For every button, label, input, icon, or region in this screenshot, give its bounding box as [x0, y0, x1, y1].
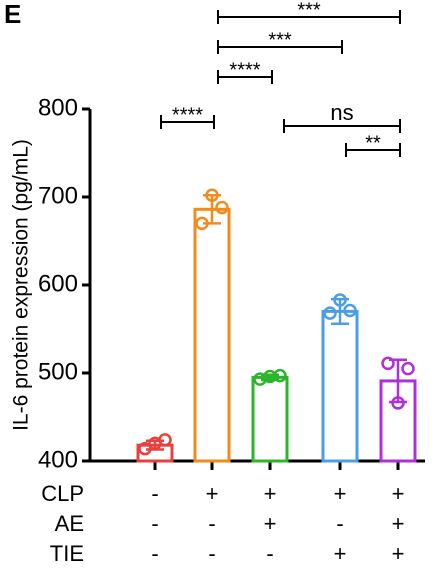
significance-label: **: [365, 132, 381, 154]
y-axis-label: IL-6 protein expression (pg/mL): [10, 139, 33, 431]
data-point: [205, 188, 219, 202]
significance-bracket: [217, 70, 273, 84]
condition-mark: +: [392, 481, 405, 506]
condition-mark: -: [208, 511, 215, 536]
condition-mark: -: [336, 511, 343, 536]
condition-mark: +: [334, 541, 347, 566]
significance-label: ***: [297, 0, 321, 21]
data-point: [343, 303, 357, 318]
condition-mark: -: [208, 541, 215, 566]
condition-mark: -: [151, 541, 158, 566]
significance-label: ns: [330, 100, 353, 125]
condition-mark: -: [151, 511, 158, 536]
condition-mark: +: [206, 481, 219, 506]
bar: [251, 375, 289, 463]
data-point: [273, 368, 287, 383]
significance-label: ***: [268, 29, 292, 51]
condition-mark: -: [151, 481, 158, 506]
data-point: [138, 441, 152, 456]
condition-name: TIE: [50, 541, 84, 566]
data-point: [381, 356, 395, 371]
condition-mark: -: [266, 541, 273, 566]
y-tick-label: 700: [38, 182, 78, 209]
data-point: [333, 293, 347, 307]
y-tick-label: 500: [38, 358, 78, 385]
y-tick-label: 800: [38, 94, 78, 121]
bar: [193, 207, 231, 463]
condition-name: AE: [55, 511, 84, 536]
condition-name: CLP: [41, 481, 84, 506]
condition-mark: +: [392, 541, 405, 566]
significance-bracket: [160, 115, 215, 129]
data-point: [391, 396, 405, 410]
significance-bracket: [283, 119, 401, 133]
bar: [321, 309, 359, 463]
y-tick-label: 400: [38, 446, 78, 473]
significance-label: ****: [229, 59, 260, 81]
condition-mark: +: [334, 481, 347, 506]
data-point: [215, 200, 229, 215]
y-tick-label: 600: [38, 270, 78, 297]
data-point: [323, 306, 337, 320]
significance-bracket: [217, 10, 401, 24]
condition-mark: +: [264, 511, 277, 536]
condition-mark: +: [392, 511, 405, 536]
data-point: [195, 216, 209, 231]
panel-label: E: [4, 0, 21, 29]
significance-label: ****: [172, 104, 203, 126]
condition-mark: +: [264, 481, 277, 506]
data-point: [158, 433, 172, 447]
data-point: [401, 361, 415, 376]
significance-bracket: [345, 143, 401, 157]
significance-bracket: [217, 40, 343, 54]
